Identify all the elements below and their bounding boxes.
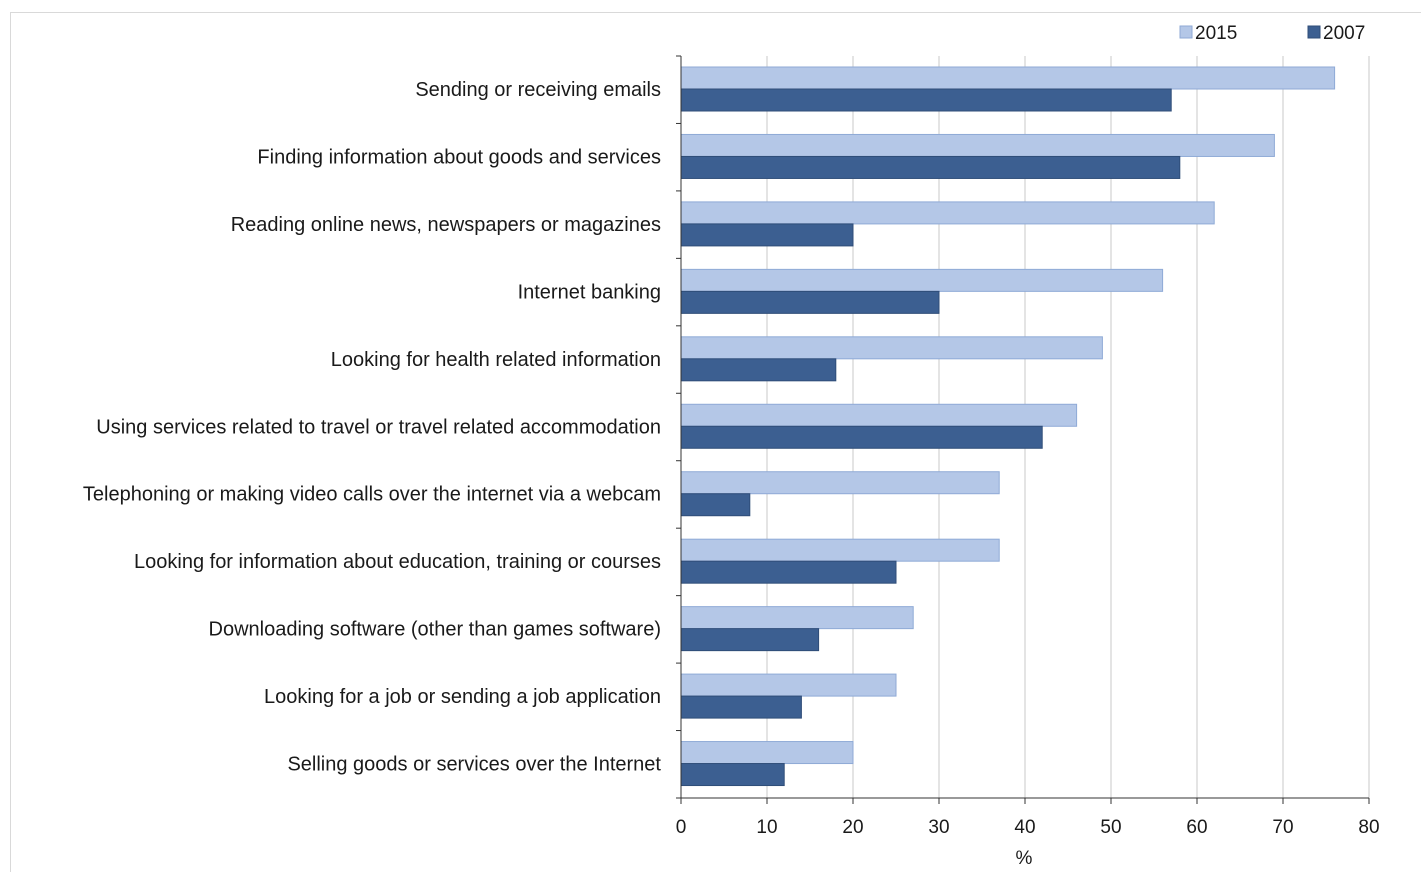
x-tick-label: 50: [1100, 817, 1121, 838]
axes: [676, 55, 1370, 804]
x-tick-label: 10: [756, 817, 777, 838]
x-tick-label: 20: [842, 817, 863, 838]
category-labels: Sending or receiving emails Finding infor…: [83, 79, 662, 776]
legend: 2015 2007: [1179, 23, 1365, 44]
bar-2015: [680, 606, 914, 630]
bar-2015: [680, 133, 1275, 157]
bar-2007: [680, 695, 802, 719]
bar-2007: [680, 155, 1181, 179]
x-tick-label: 70: [1272, 817, 1293, 838]
bar-2015: [680, 336, 1103, 360]
bar-2015: [680, 403, 1078, 427]
x-tick-labels: 0 10 20 30 40 50 60 70 80: [676, 817, 1380, 838]
x-tick-label: 40: [1014, 817, 1035, 838]
category-label: Reading online news, newspapers or magaz…: [231, 214, 661, 236]
bar-2015: [680, 673, 897, 697]
bar-2007: [680, 223, 854, 247]
legend-swatch-2007: [1307, 25, 1321, 39]
x-tick-label: 0: [676, 817, 687, 838]
x-tick-label: 30: [928, 817, 949, 838]
category-label: Looking for a job or sending a job appli…: [264, 686, 661, 708]
bar-2015: [680, 471, 1000, 495]
bar-2007: [680, 560, 897, 584]
bar-2007: [680, 425, 1043, 449]
bar-2015: [680, 201, 1215, 225]
legend-swatch-2015: [1179, 25, 1193, 39]
category-label: Sending or receiving emails: [415, 79, 661, 101]
bar-2015: [680, 268, 1164, 292]
category-label: Looking for information about education,…: [134, 551, 661, 573]
bar-2007: [680, 290, 940, 314]
legend-label-2015: 2015: [1195, 23, 1237, 44]
bar-2015: [680, 741, 854, 765]
bar-2007: [680, 493, 751, 517]
bar-2015: [680, 538, 1000, 562]
bar-2007: [680, 763, 785, 787]
x-axis-title: %: [1016, 848, 1033, 869]
category-label: Using services related to travel or trav…: [96, 416, 661, 438]
category-label: Downloading software (other than games s…: [209, 619, 661, 641]
category-label: Looking for health related information: [331, 349, 661, 371]
category-label: Finding information about goods and serv…: [257, 146, 661, 168]
bar-2015: [680, 66, 1336, 90]
legend-label-2007: 2007: [1323, 23, 1365, 44]
x-tick-label: 80: [1358, 817, 1379, 838]
bars: [680, 66, 1336, 787]
chart-frame: [10, 12, 1421, 872]
bar-2007: [680, 88, 1172, 112]
category-label: Telephoning or making video calls over t…: [83, 484, 661, 506]
category-label: Selling goods or services over the Inter…: [287, 754, 661, 776]
category-label: Internet banking: [518, 281, 661, 303]
bar-2007: [680, 628, 820, 652]
x-tick-label: 60: [1186, 817, 1207, 838]
bar-2007: [680, 358, 837, 382]
